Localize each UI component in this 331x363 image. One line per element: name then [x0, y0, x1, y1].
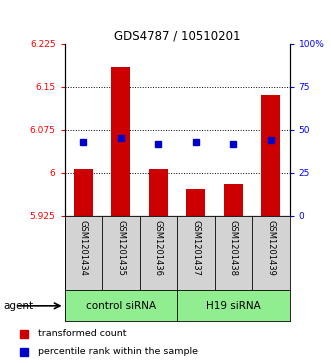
- Text: GSM1201434: GSM1201434: [79, 220, 88, 276]
- Bar: [177, 290, 290, 321]
- Bar: [65, 290, 177, 321]
- Text: transformed count: transformed count: [38, 329, 127, 338]
- Bar: [112, 66, 130, 216]
- Bar: [149, 169, 168, 216]
- Text: agent: agent: [3, 301, 33, 311]
- Text: GSM1201436: GSM1201436: [154, 220, 163, 276]
- Text: control siRNA: control siRNA: [86, 301, 156, 311]
- Text: H19 siRNA: H19 siRNA: [206, 301, 261, 311]
- Text: GSM1201439: GSM1201439: [266, 220, 275, 276]
- Bar: [224, 184, 243, 216]
- Text: percentile rank within the sample: percentile rank within the sample: [38, 347, 198, 356]
- Text: GSM1201437: GSM1201437: [191, 220, 200, 276]
- Bar: [74, 169, 93, 216]
- Bar: [261, 95, 280, 216]
- Bar: [186, 189, 205, 216]
- Text: GSM1201435: GSM1201435: [116, 220, 125, 276]
- Text: GSM1201438: GSM1201438: [229, 220, 238, 276]
- Title: GDS4787 / 10510201: GDS4787 / 10510201: [114, 29, 240, 42]
